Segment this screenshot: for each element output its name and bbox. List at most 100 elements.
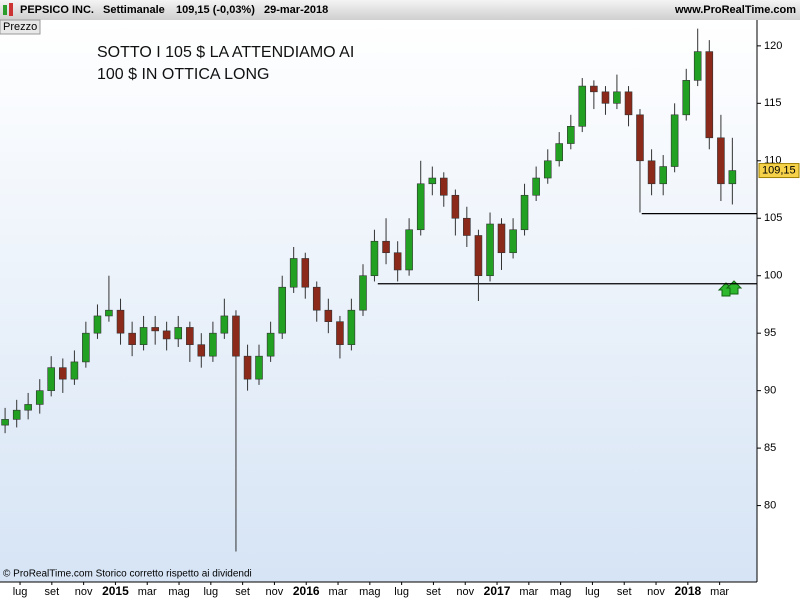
candle-body: [174, 327, 183, 340]
x-tick-label: 2016: [293, 584, 320, 598]
candle-body: [486, 223, 494, 277]
annotation: SOTTO I 105 $ LA ATTENDIAMO AI: [97, 44, 354, 61]
candle-body: [278, 286, 287, 334]
period: Settimanale: [103, 4, 165, 16]
candle-body: [289, 258, 298, 288]
x-tick-label: lug: [394, 586, 409, 598]
y-tick-label: 90: [764, 385, 776, 397]
y-tick-label: 100: [764, 270, 782, 282]
candle-body: [116, 309, 125, 334]
candle-body: [497, 223, 506, 254]
candle-body: [151, 327, 159, 332]
candle-body: [232, 315, 240, 357]
candle-body: [463, 217, 471, 236]
candle-body: [243, 355, 252, 380]
candle-body: [12, 409, 21, 420]
panel-label-box: [0, 19, 41, 35]
candle-body: [162, 330, 171, 340]
x-tick-label: mag: [550, 586, 571, 598]
candle-body: [382, 240, 390, 254]
candle-body: [105, 309, 113, 317]
symbol: PEPSICO INC.: [20, 4, 94, 16]
header-bar: [0, 0, 800, 20]
candle-body: [82, 332, 90, 363]
candle-body: [520, 194, 529, 231]
candle-body: [266, 332, 275, 357]
signal-arrows: [717, 280, 743, 297]
candle-body: [624, 91, 633, 116]
candle-body: [659, 166, 667, 185]
quote: 109,15 (-0,03%): [176, 4, 255, 16]
candle-body: [24, 404, 32, 411]
y-tick-label: 80: [764, 499, 776, 511]
candle-body: [47, 367, 55, 391]
x-tick-label: mag: [359, 586, 380, 598]
candle-body: [197, 344, 206, 357]
annotation: 100 $ IN OTTICA LONG: [97, 66, 270, 83]
candle-body: [717, 137, 725, 185]
x-tick-label: lug: [13, 586, 28, 598]
y-tick-label: 85: [764, 442, 776, 454]
candle-body: [405, 229, 413, 271]
x-tick-label: set: [44, 586, 59, 598]
candle-body: [439, 177, 448, 196]
candle-body: [705, 51, 714, 139]
candle-body: [728, 170, 737, 185]
x-tick-label: mar: [138, 586, 157, 598]
y-tick-label: 115: [764, 97, 782, 109]
candle-body: [532, 177, 540, 196]
candle-body: [35, 390, 44, 405]
x-tick-label: 2015: [102, 584, 129, 598]
panel-label: Prezzo: [3, 21, 37, 33]
candle-body: [567, 126, 575, 144]
x-tick-label: set: [235, 586, 250, 598]
x-tick-label: nov: [456, 586, 474, 598]
candle-body: [370, 240, 379, 277]
x-tick-label: nov: [266, 586, 284, 598]
candle-body: [555, 143, 563, 162]
candle-body: [1, 419, 9, 426]
candle-body: [590, 85, 598, 93]
last-price-box: [758, 163, 800, 179]
plot-background: [0, 20, 757, 582]
candle-body: [509, 229, 517, 254]
candle-body: [93, 315, 102, 334]
candle-body: [255, 355, 263, 380]
candle-body: [670, 114, 679, 167]
candle-body: [693, 51, 702, 81]
x-tick-label: 2017: [484, 584, 511, 598]
x-tick-label: mar: [710, 586, 729, 598]
candle-body: [128, 332, 136, 345]
candle-body: [347, 309, 356, 345]
candle-body: [543, 160, 552, 179]
candle-body: [428, 177, 437, 185]
x-tick-label: set: [426, 586, 441, 598]
y-tick-label: 105: [764, 212, 782, 224]
x-tick-label: lug: [585, 586, 600, 598]
candle-body: [451, 194, 460, 219]
candle-body: [186, 327, 194, 345]
date: 29-mar-2018: [264, 4, 328, 16]
x-tick-label: 2018: [674, 584, 701, 598]
app-icon: [3, 3, 13, 16]
candle-body: [636, 114, 644, 162]
candle-body: [359, 275, 367, 311]
candle-body: [139, 327, 148, 345]
x-tick-label: mar: [519, 586, 538, 598]
footer: © ProRealTime.com Storico corretto rispe…: [3, 569, 252, 580]
candle-body: [613, 91, 621, 104]
x-tick-label: set: [617, 586, 632, 598]
site: www.ProRealTime.com: [674, 4, 796, 16]
candle-body: [416, 183, 425, 231]
y-tick-label: 120: [764, 40, 782, 52]
x-tick-label: nov: [75, 586, 93, 598]
x-tick-label: mar: [329, 586, 348, 598]
candle-body: [312, 286, 321, 311]
candle-body: [647, 160, 656, 185]
y-tick-label: 95: [764, 327, 776, 339]
candle-body: [220, 315, 229, 334]
candle-body: [70, 361, 79, 380]
candle-body: [301, 258, 310, 288]
candle-body: [682, 80, 691, 116]
